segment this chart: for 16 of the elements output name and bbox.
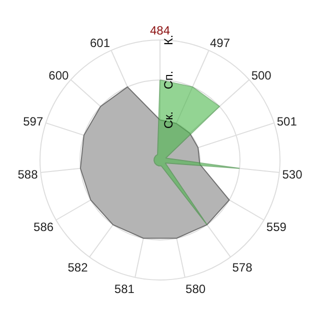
y-tick-label: Ск. xyxy=(162,111,176,129)
spoke-label: 578 xyxy=(232,260,253,275)
spoke-label: 559 xyxy=(266,220,287,234)
spoke-label: 530 xyxy=(282,167,303,182)
spoke-label: 501 xyxy=(276,114,298,128)
spoke-label: 586 xyxy=(34,220,54,234)
spoke-label: 588 xyxy=(18,167,38,182)
spoke-label: 581 xyxy=(114,282,135,296)
spoke-label: 597 xyxy=(23,114,44,128)
spoke-label: 600 xyxy=(48,68,69,82)
spoke-label: 580 xyxy=(186,282,206,296)
spoke-label: 601 xyxy=(90,36,110,50)
spoke-label: 497 xyxy=(210,36,230,50)
spoke-label: 500 xyxy=(251,68,272,82)
y-tick-label: Сп. xyxy=(162,70,176,90)
spoke-label: 582 xyxy=(68,260,88,275)
